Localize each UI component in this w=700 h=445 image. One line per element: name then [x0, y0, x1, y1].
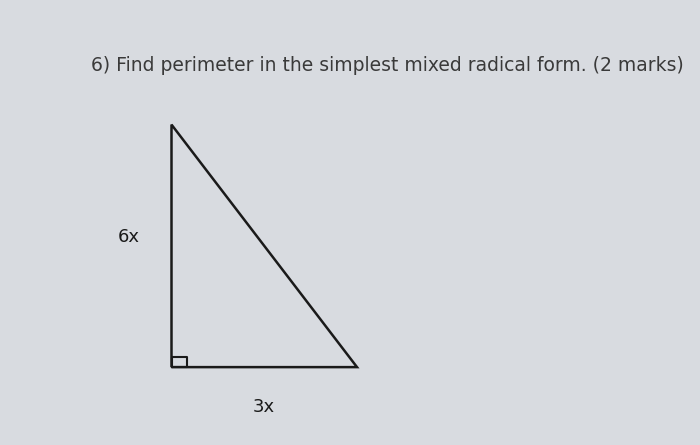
Text: 3x: 3x	[253, 398, 275, 416]
Text: 6) Find perimeter in the simplest mixed radical form. (2 marks): 6) Find perimeter in the simplest mixed …	[91, 56, 684, 75]
Text: 6x: 6x	[118, 228, 140, 246]
